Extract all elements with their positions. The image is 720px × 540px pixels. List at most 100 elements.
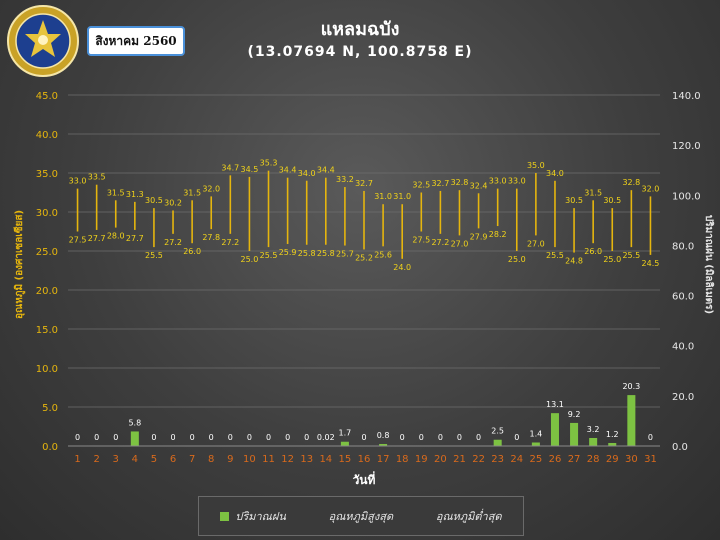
tmax-value-label: 34.7 [221,163,239,172]
tmax-value-label: 34.4 [317,166,335,175]
rain-value-label: 0 [419,433,424,442]
rain-value-label: 0 [648,433,653,442]
rain-value-label: 0 [361,433,366,442]
right-tick-label: 40.0 [672,342,694,353]
day-tick-label: 6 [170,454,176,465]
tmin-value-label: 25.9 [279,248,297,257]
day-tick-label: 9 [227,454,233,465]
tmax-value-label: 34.4 [279,166,297,175]
left-tick-label: 15.0 [36,325,58,336]
tmax-value-label: 31.5 [584,188,602,197]
right-tick-label: 140.0 [672,91,701,102]
right-tick-label: 60.0 [672,292,694,303]
day-tick-label: 13 [300,454,313,465]
left-axis-title: อุณหภูมิ (องศาเซลเซียส) [13,210,26,319]
tmin-value-label: 27.2 [164,238,182,247]
rain-bar [379,443,388,446]
tmin-value-label: 27.5 [69,236,87,245]
right-tick-label: 100.0 [672,191,701,202]
tmin-value-label: 27.9 [470,232,488,241]
month-label: สิงหาคม 2560 [95,33,177,48]
tmin-value-label: 25.0 [241,255,259,264]
tmax-value-label: 34.0 [546,169,564,178]
legend-rain-label: ปริมาณฝน [235,510,286,523]
rain-value-label: 0 [285,433,290,442]
tmax-value-label: 31.5 [107,188,125,197]
legend-tmax-label: อุณหภูมิสูงสุด [328,510,394,523]
day-tick-label: 30 [625,454,638,465]
department-seal-logo [7,5,79,77]
day-tick-label: 24 [510,454,523,465]
left-tick-label: 25.0 [36,247,58,258]
rain-value-label: 0 [266,433,271,442]
tmax-value-label: 32.4 [470,181,488,190]
rain-value-label: 0 [228,433,233,442]
tmin-value-label: 27.0 [527,239,545,248]
left-tick-label: 40.0 [36,130,58,141]
tmin-value-label: 25.5 [546,251,564,260]
tmin-value-label: 25.5 [145,251,163,260]
rain-value-label: 0 [170,433,175,442]
tmin-value-label: 25.7 [336,250,354,259]
tmax-value-label: 30.5 [603,196,621,205]
day-tick-label: 18 [396,454,409,465]
tmax-value-label: 33.0 [69,177,87,186]
tmax-value-label: 30.5 [565,196,583,205]
day-tick-label: 21 [453,454,466,465]
rain-bar [493,439,502,446]
rain-value-label: 0 [113,433,118,442]
month-label-box: สิงหาคม 2560 [87,26,185,56]
rain-value-label: 0.8 [377,431,390,440]
rain-value-label: 0 [457,433,462,442]
chart-subtitle: (13.07694 N, 100.8758 E) [247,44,473,60]
tmin-value-label: 25.8 [317,249,335,258]
tmin-value-label: 24.0 [393,263,411,272]
rain-bar [531,442,540,446]
rain-bar [627,395,636,446]
tmax-value-label: 32.8 [622,178,640,187]
tmax-value-label: 32.8 [451,178,469,187]
right-tick-label: 0.0 [672,442,688,453]
tmax-value-label: 33.5 [88,173,106,182]
chart-title: แหลมฉบัง [320,19,400,40]
rain-value-label: 0 [75,433,80,442]
tmax-value-label: 32.7 [355,179,373,188]
tmax-value-label: 35.3 [260,159,278,168]
rain-bar [550,413,559,446]
legend-item-tmax: อุณหภูมิสูงสุด [329,507,394,525]
right-axis-title: ปริมาณฝน (มิลลิเมตร) [703,215,715,314]
right-tick-label: 20.0 [672,392,694,403]
tmax-value-label: 31.5 [183,188,201,197]
day-tick-label: 7 [189,454,195,465]
tmax-value-label: 31.0 [374,192,392,201]
tmin-value-label: 27.7 [126,234,144,243]
rain-value-label: 0 [514,433,519,442]
day-tick-label: 8 [208,454,214,465]
day-tick-label: 25 [530,454,543,465]
tmax-value-label: 34.5 [241,165,259,174]
rain-value-label: 1.2 [606,430,619,439]
rain-value-label: 0.02 [317,433,335,442]
tmax-value-label: 30.2 [164,198,182,207]
day-tick-label: 12 [281,454,294,465]
tmax-value-label: 33.2 [336,175,354,184]
tmin-value-label: 25.6 [374,250,392,259]
rain-value-label: 1.7 [339,429,352,438]
tmax-value-label: 32.5 [412,181,430,190]
day-tick-label: 20 [434,454,447,465]
tmin-value-label: 25.2 [355,253,373,262]
right-tick-label: 80.0 [672,241,694,252]
day-tick-label: 23 [491,454,504,465]
tmin-value-label: 25.0 [508,255,526,264]
tmin-value-label: 28.2 [489,230,507,239]
rain-value-label: 0 [190,433,195,442]
day-tick-label: 26 [549,454,562,465]
tmin-value-label: 27.8 [202,233,220,242]
day-tick-label: 31 [644,454,657,465]
day-tick-label: 19 [415,454,428,465]
tmin-value-label: 25.5 [260,251,278,260]
rain-value-label: 0 [304,433,309,442]
tmax-value-label: 33.0 [508,177,526,186]
tmin-value-label: 27.2 [431,238,449,247]
rain-value-label: 0 [400,433,405,442]
